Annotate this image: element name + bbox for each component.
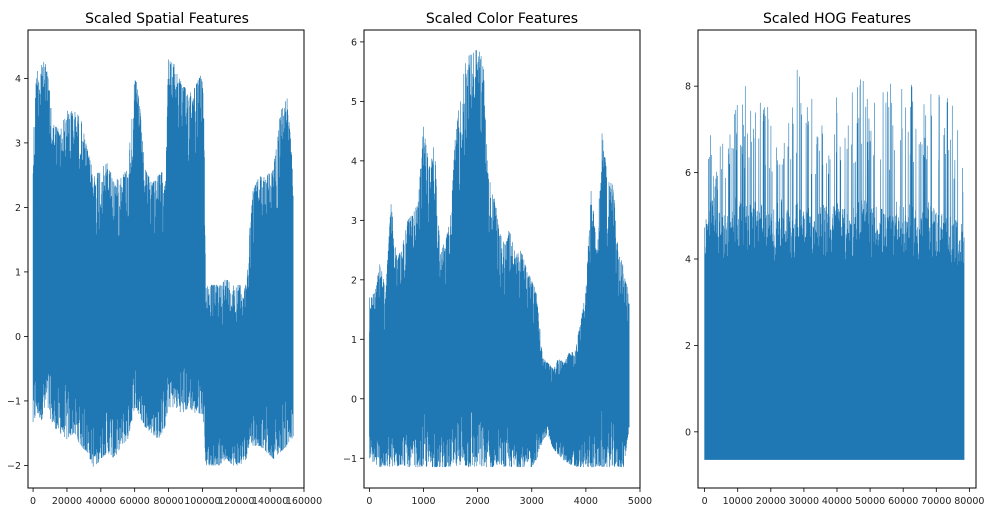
- x-tick-label: 160000: [286, 496, 322, 507]
- x-tick-label: 4000: [574, 496, 598, 507]
- chart-title: Scaled HOG Features: [763, 11, 911, 27]
- x-tick-label: 20000: [52, 496, 82, 507]
- x-tick-label: 60000: [888, 496, 918, 507]
- y-tick-label: 2: [15, 203, 21, 214]
- y-tick-label: 4: [15, 74, 21, 85]
- series-line: [369, 50, 630, 468]
- y-tick-label: 4: [351, 156, 357, 167]
- plot-frame: [363, 29, 641, 489]
- series-line: [704, 69, 965, 460]
- x-tick-label: 70000: [921, 496, 951, 507]
- x-tick-label: 80000: [954, 496, 984, 507]
- plot-frame: [697, 29, 977, 489]
- x-tick-label: 2000: [466, 496, 490, 507]
- x-tick-label: 60000: [120, 496, 150, 507]
- x-tick-label: 0: [30, 496, 36, 507]
- y-tick-label: 2: [685, 341, 691, 352]
- x-tick-label: 40000: [86, 496, 116, 507]
- chart-spatial: Scaled Spatial Features 0 20000 40000 60000…: [7, 11, 322, 507]
- plot-frame: [27, 29, 305, 489]
- x-tick-label: 0: [366, 496, 372, 507]
- chart-color: Scaled Color Features 0 1000 2000 3000 4000 5…: [343, 11, 652, 507]
- x-tick-label: 80000: [153, 496, 183, 507]
- x-tick-label: 20000: [756, 496, 786, 507]
- series-signal: [704, 69, 965, 460]
- x-tick-label: 5000: [628, 496, 652, 507]
- x-tick-label: 50000: [855, 496, 885, 507]
- x-tick-label: 40000: [822, 496, 852, 507]
- axis-ticks: 0 1000 2000 3000 4000 5000 −1 0 1 2 3 4 5 6: [343, 37, 652, 507]
- y-tick-label: −1: [7, 396, 21, 407]
- y-tick-label: 6: [685, 168, 691, 179]
- x-tick-label: 100000: [184, 496, 220, 507]
- axis-ticks: 0 10000 20000 30000 40000 50000 60000 70000 8000…: [685, 82, 985, 507]
- x-tick-label: 30000: [789, 496, 819, 507]
- y-tick-label: −1: [343, 454, 357, 465]
- x-tick-label: 140000: [252, 496, 288, 507]
- y-tick-label: 5: [351, 97, 357, 108]
- y-tick-label: 8: [685, 82, 691, 93]
- y-tick-label: 0: [15, 332, 21, 343]
- chart-title: Scaled Spatial Features: [85, 11, 249, 27]
- y-tick-label: 0: [351, 394, 357, 405]
- axis-ticks: 0 20000 40000 60000 80000 1000001200001400001…: [7, 74, 322, 507]
- series-signal: [32, 59, 294, 467]
- y-tick-label: −2: [7, 461, 21, 472]
- x-tick-label: 0: [702, 496, 708, 507]
- series-signal: [369, 50, 630, 468]
- y-tick-label: 1: [351, 335, 357, 346]
- y-tick-label: 6: [351, 37, 357, 48]
- y-tick-label: 2: [351, 275, 357, 286]
- y-tick-label: 1: [15, 267, 21, 278]
- y-tick-label: 3: [351, 216, 357, 227]
- chart-hog: Scaled HOG Features 0 10000 20000 30000 4000…: [685, 11, 985, 507]
- x-tick-label: 3000: [520, 496, 544, 507]
- series-line: [32, 59, 294, 467]
- y-tick-label: 4: [685, 255, 691, 266]
- chart-title: Scaled Color Features: [426, 11, 578, 27]
- x-tick-label: 120000: [218, 496, 254, 507]
- x-tick-label: 1000: [411, 496, 435, 507]
- x-tick-label: 10000: [723, 496, 753, 507]
- y-tick-label: 3: [15, 138, 21, 149]
- y-tick-label: 0: [685, 427, 691, 438]
